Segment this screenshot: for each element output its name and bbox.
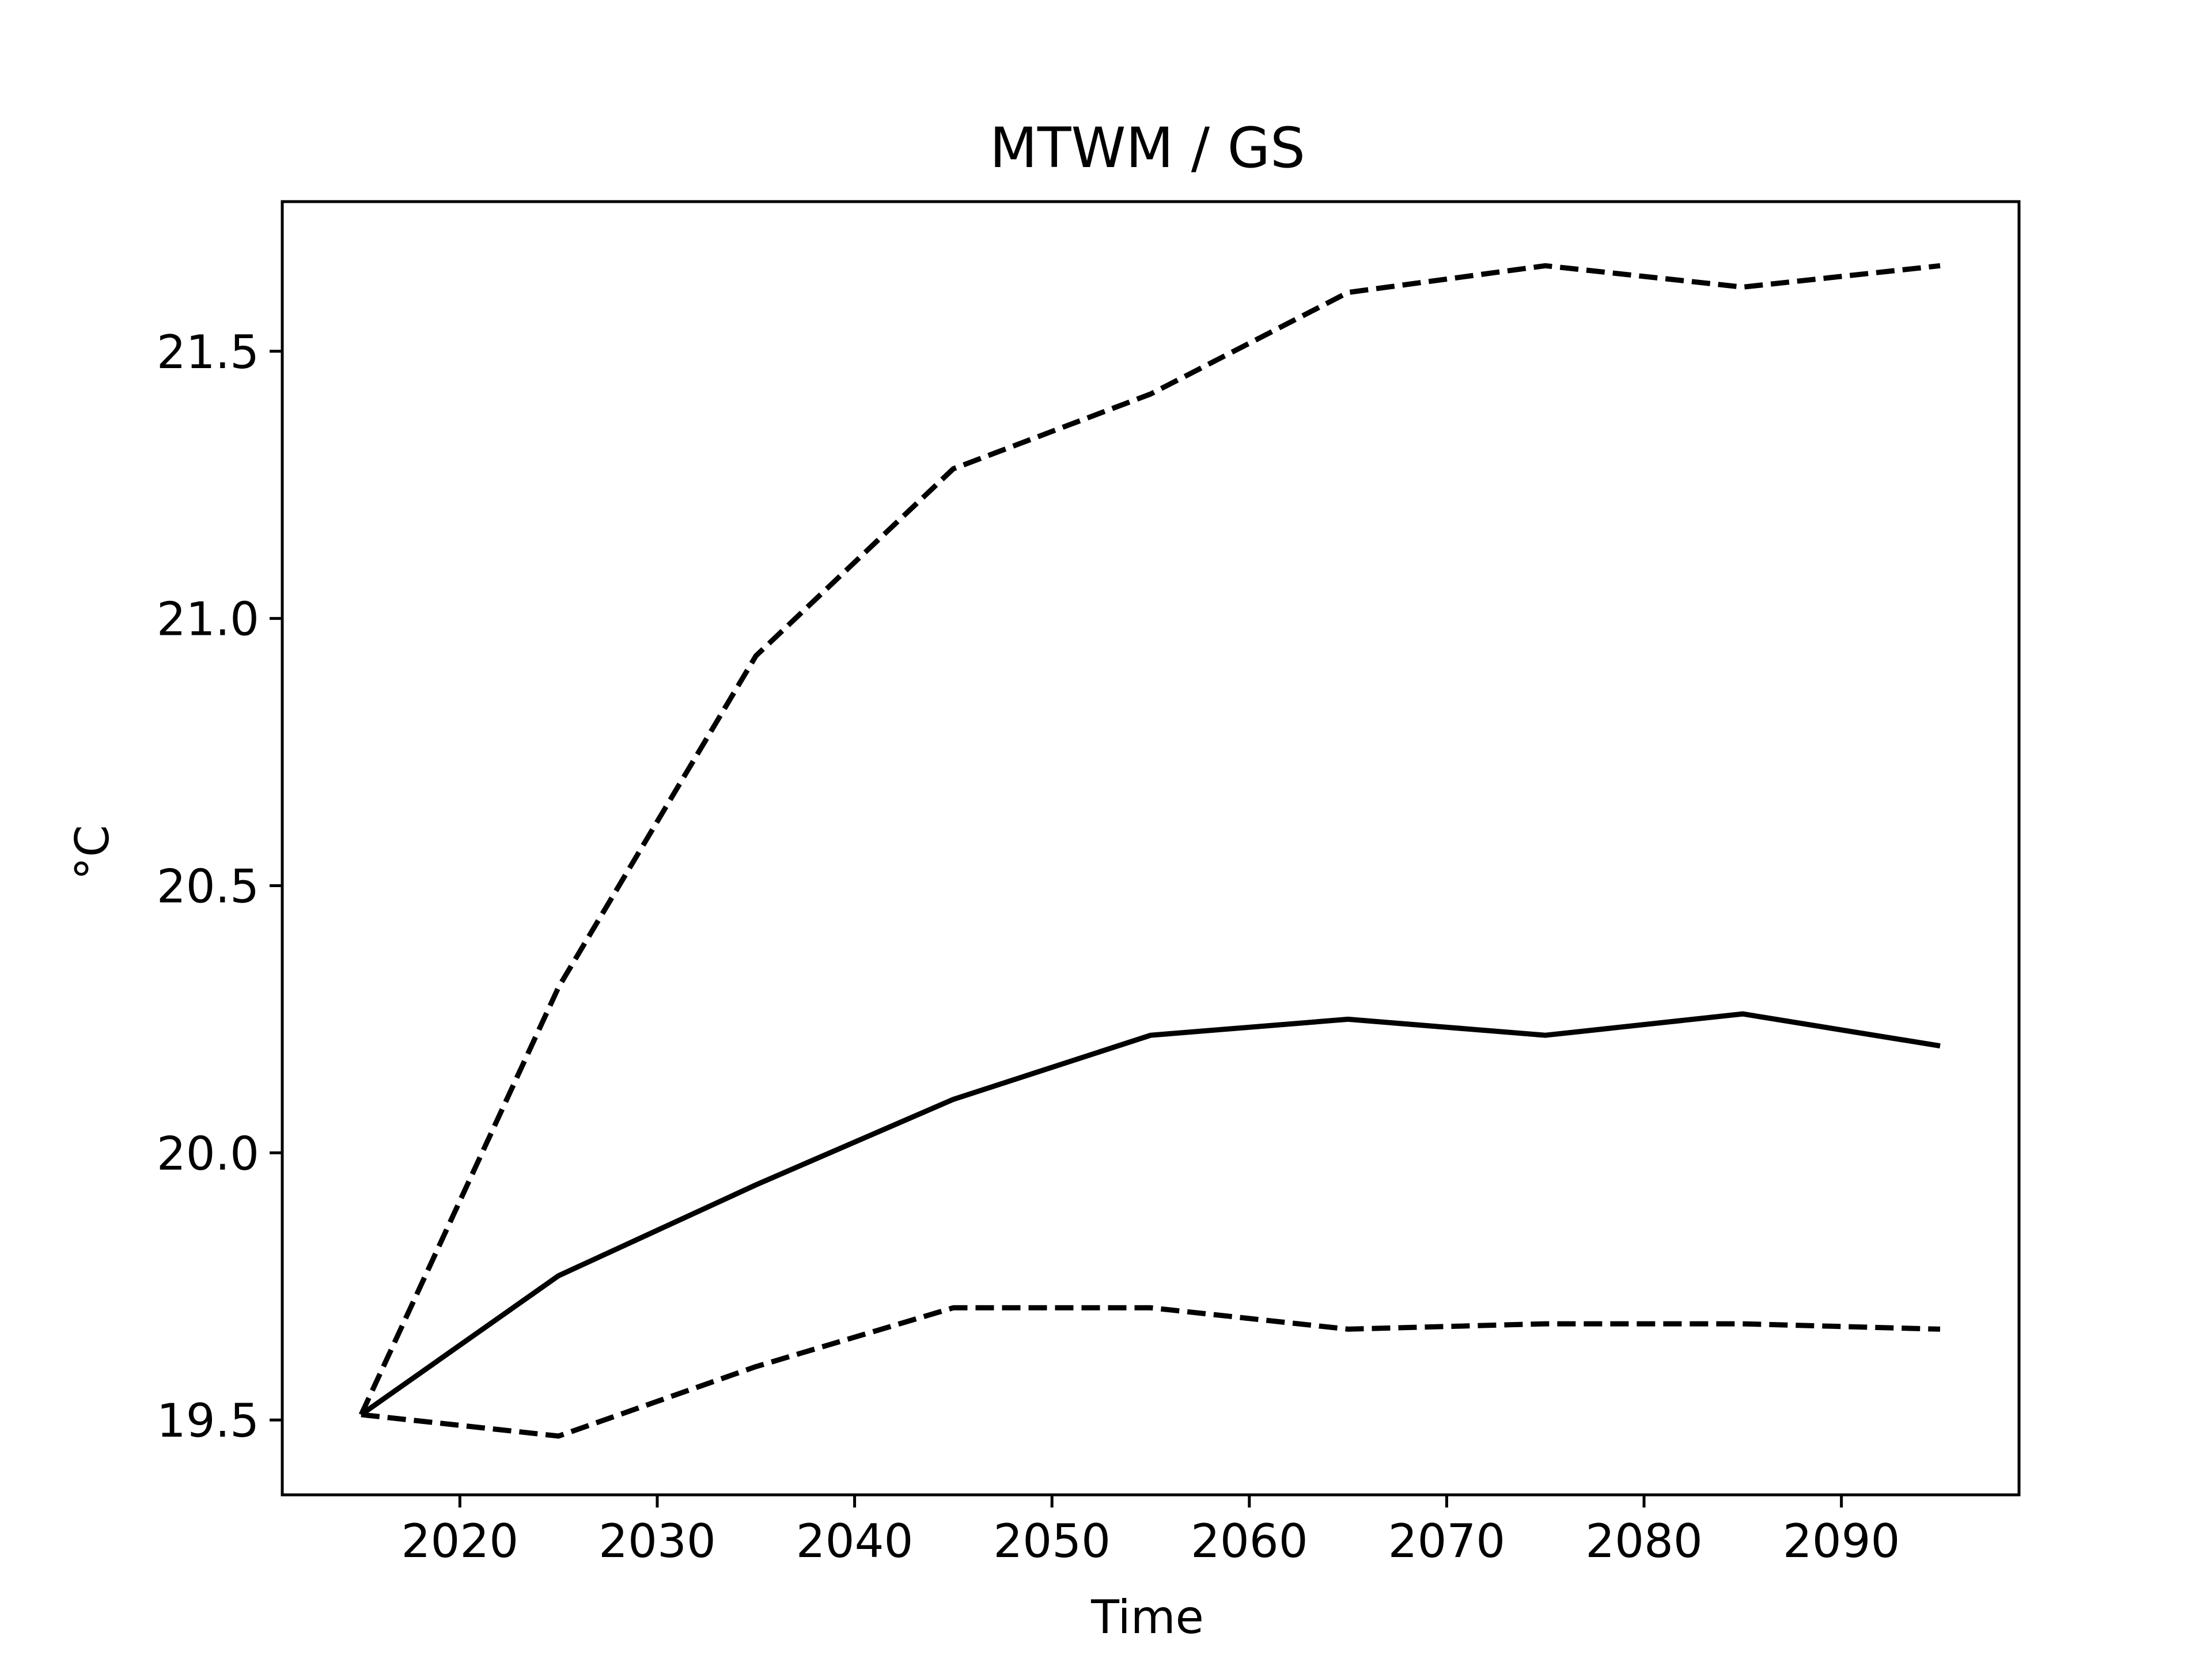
series-line-2 — [358, 263, 1941, 1416]
plot-frame — [281, 200, 2021, 1497]
series-layer — [358, 263, 1941, 1439]
chart-title: MTWM / GS — [990, 116, 1305, 180]
x-axis: 2020 2030 2040 2050 2060 2070 2080 2090 — [402, 1495, 1900, 1568]
y-tick-label: 19.5 — [157, 1394, 259, 1448]
x-tick-label: 2030 — [599, 1514, 716, 1568]
y-tick-label: 20.5 — [157, 859, 259, 913]
series-line-1 — [359, 1011, 1941, 1417]
series-line-3 — [361, 1305, 1941, 1439]
x-tick-label: 2090 — [1783, 1514, 1900, 1568]
x-tick-label: 2020 — [402, 1514, 519, 1568]
x-tick-label: 2080 — [1585, 1514, 1703, 1568]
x-tick-label: 2060 — [1191, 1514, 1308, 1568]
y-tick-label: 21.5 — [157, 325, 259, 379]
x-tick-label: 2050 — [993, 1514, 1111, 1568]
y-tick-label: 21.0 — [157, 593, 259, 646]
x-tick-label: 2040 — [796, 1514, 914, 1568]
y-axis-label: °C — [66, 825, 119, 880]
x-tick-label: 2070 — [1388, 1514, 1506, 1568]
x-axis-label: Time — [1090, 1590, 1204, 1644]
y-axis: 19.5 20.0 20.5 21.0 21.5 — [157, 325, 282, 1448]
y-tick-label: 20.0 — [157, 1127, 259, 1180]
